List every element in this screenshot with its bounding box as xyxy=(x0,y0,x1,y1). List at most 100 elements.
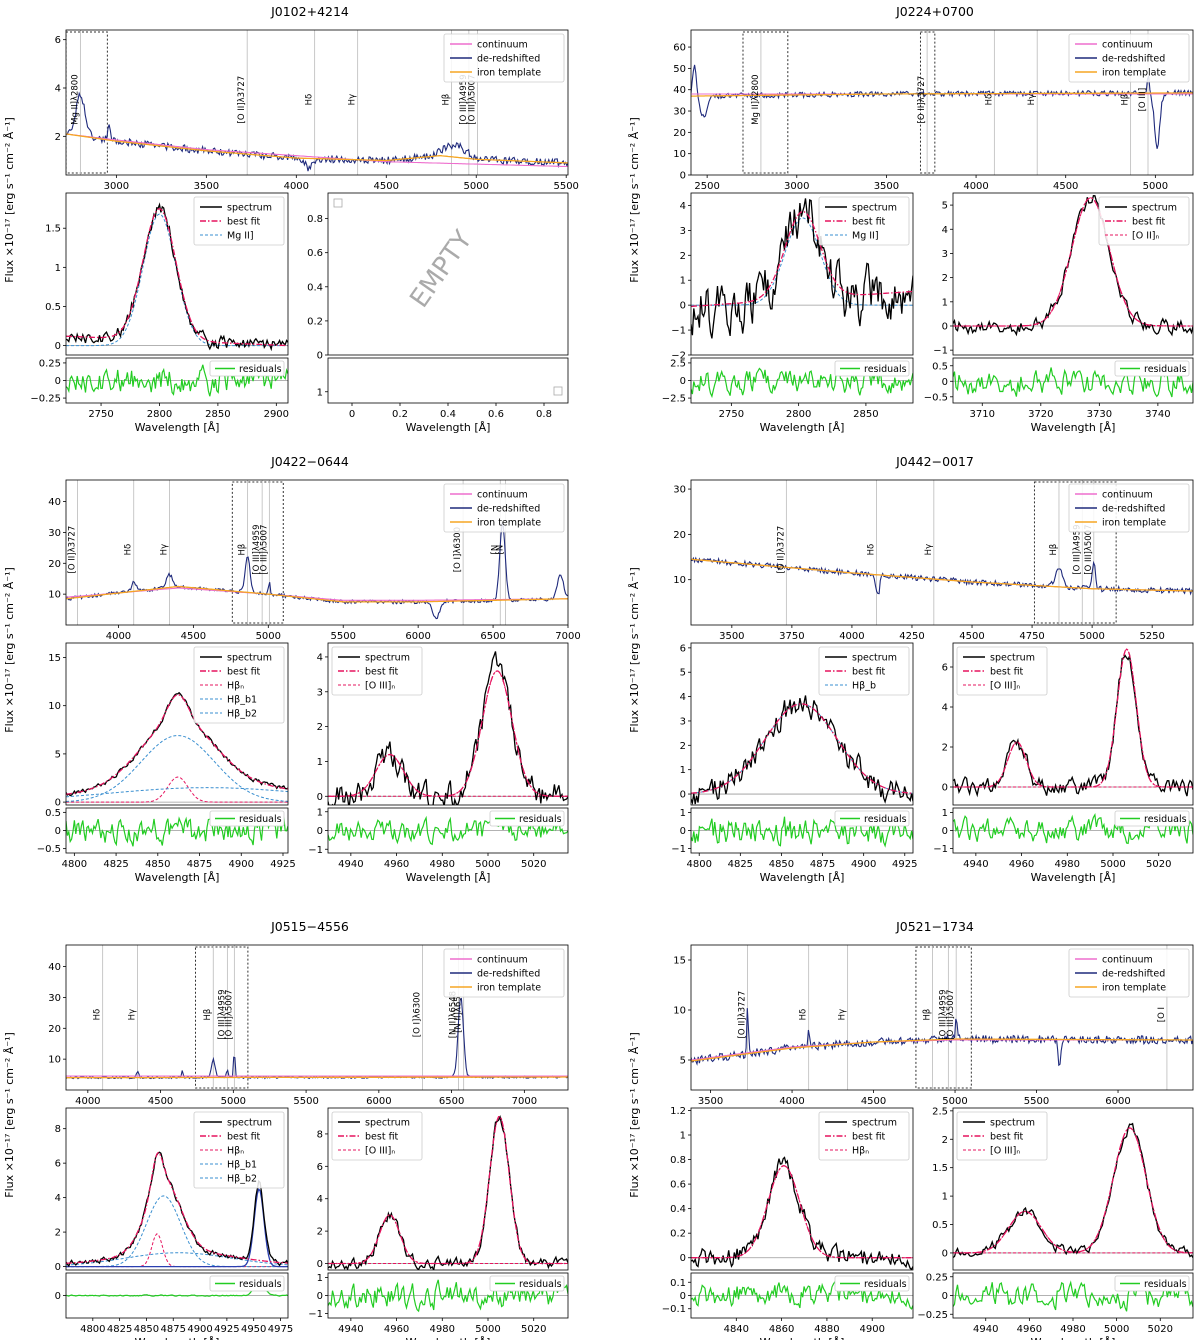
continuum-curve xyxy=(66,587,568,601)
y-tick-label: 2 xyxy=(942,1135,948,1146)
x-tick-label: 3730 xyxy=(1087,409,1112,420)
residual-curve xyxy=(328,813,568,846)
y-tick-label: 0 xyxy=(680,171,686,182)
line-label: Hγ xyxy=(160,544,170,555)
legend-entry: iron template xyxy=(477,983,541,994)
residual-legend: residuals xyxy=(834,810,910,827)
legend: continuum de-redshifted iron template xyxy=(443,33,565,83)
x-tick-label: 7000 xyxy=(512,1096,537,1107)
component-curve xyxy=(953,1127,1193,1254)
y-tick-label: 10 xyxy=(673,1006,686,1017)
component-curve xyxy=(691,703,913,794)
x-tick-label: 4850 xyxy=(769,859,794,870)
y-tick-label: 20 xyxy=(48,559,61,570)
legend-box xyxy=(209,1275,285,1292)
plot-area xyxy=(66,691,288,803)
y-tick-label: 3 xyxy=(680,716,686,727)
best-fit-curve xyxy=(66,1151,288,1264)
line-label: Hβ xyxy=(238,544,248,556)
x-tick-label: 2800 xyxy=(147,409,172,420)
extra-component-curve xyxy=(66,1187,288,1268)
x-tick-label: 4960 xyxy=(1017,1324,1042,1335)
x-tick-label: 4000 xyxy=(779,1096,804,1107)
legend-entry: spectrum xyxy=(227,203,272,214)
spectrum-curve xyxy=(953,653,1193,798)
legend-entry: residuals xyxy=(1144,1279,1187,1290)
line-label: Hβ xyxy=(1049,544,1059,556)
y-tick-label: 15 xyxy=(673,956,686,967)
legend-entry: best fit xyxy=(365,667,399,678)
legend-box xyxy=(834,360,910,377)
legend-entry: iron template xyxy=(477,518,541,529)
plot-area: [O II]λ3727 Hδ Hγ Hβ [O III]λ4959[O III]λ500… xyxy=(691,480,1193,625)
legend: spectrum best fit [O III]ₙ xyxy=(331,646,423,696)
plot-area xyxy=(328,1114,568,1270)
x-tick-label: 4000 xyxy=(839,631,864,642)
x-tick-label: 2900 xyxy=(264,409,289,420)
y-tick-label: 2.5 xyxy=(932,1106,948,1117)
legend-box xyxy=(834,810,910,827)
residual-legend: residuals xyxy=(209,810,285,827)
residual-legend: residuals xyxy=(834,360,910,377)
axes-frame xyxy=(690,192,914,356)
legend-entry: spectrum xyxy=(852,653,897,664)
plot-area xyxy=(328,651,568,805)
fit-window-box xyxy=(915,946,972,1089)
residual-legend: residuals xyxy=(1114,810,1190,827)
x-axis-label: Wavelength [Å] xyxy=(135,871,220,884)
x-tick-label: 5000 xyxy=(475,1324,500,1335)
legend-entry: de-redshifted xyxy=(477,969,540,980)
x-tick-label: 5000 xyxy=(221,1096,246,1107)
x-tick-label: 0.2 xyxy=(392,409,408,420)
line-label: Hβ xyxy=(203,1009,213,1021)
x-tick-label: 3750 xyxy=(779,631,804,642)
y-tick-label: 0 xyxy=(317,1291,323,1302)
line-label: [O III]λ5007 xyxy=(946,989,956,1039)
legend-entry: continuum xyxy=(477,955,528,966)
x-tick-label: 4860 xyxy=(769,1324,794,1335)
legend-entry: residuals xyxy=(519,1279,562,1290)
x-tick-label: 5000 xyxy=(475,859,500,870)
line-label: Hδ xyxy=(124,544,134,556)
x-tick-label: 4500 xyxy=(374,181,399,192)
axes-frame xyxy=(952,642,1194,806)
x-tick-label: 4975 xyxy=(268,1324,293,1335)
fit-window-box xyxy=(1033,481,1117,624)
component-curve xyxy=(66,1252,288,1266)
legend-entry: best fit xyxy=(852,1132,886,1143)
x-tick-label: 4900 xyxy=(187,1324,212,1335)
object-title: J0102+4214 xyxy=(270,4,349,19)
legend-box xyxy=(443,948,565,998)
axes-frame xyxy=(690,1107,914,1271)
spectrum-curve xyxy=(328,1114,568,1270)
legend-box xyxy=(818,196,910,246)
iron-template-curve xyxy=(691,1038,1193,1062)
line-label: Hβ xyxy=(441,94,451,106)
legend-entry: residuals xyxy=(864,1279,907,1290)
y-tick-label: 0 xyxy=(55,1262,61,1273)
legend-entry: Hβ_b1 xyxy=(227,695,257,706)
legend-box xyxy=(443,483,565,533)
best-fit-curve xyxy=(691,1165,913,1259)
x-tick-label: 4925 xyxy=(270,859,295,870)
y-tick-label: 60 xyxy=(673,43,686,54)
x-axis-label: Wavelength [Å] xyxy=(406,421,491,434)
y-tick-label: 0 xyxy=(942,1248,948,1259)
plot-area xyxy=(691,1278,913,1310)
y-tick-label: −1 xyxy=(933,346,948,357)
axes-frame xyxy=(327,807,569,854)
axes-frame xyxy=(952,357,1194,404)
legend: spectrum best fit [O III]ₙ xyxy=(956,1111,1048,1161)
line-label: Hγ xyxy=(924,544,934,555)
y-tick-label: 0 xyxy=(317,792,323,803)
x-tick-label: 4900 xyxy=(229,859,254,870)
x-tick-label: 3500 xyxy=(874,181,899,192)
legend-entry: residuals xyxy=(519,814,562,825)
y-tick-label: 2 xyxy=(317,1227,323,1238)
legend-box xyxy=(209,360,285,377)
best-fit-curve xyxy=(953,1127,1193,1254)
plot-area: Hδ Hγ Hβ [O III]λ4959[O III]λ5007 [O I]λ6300… xyxy=(66,945,568,1090)
legend-box xyxy=(193,196,285,246)
